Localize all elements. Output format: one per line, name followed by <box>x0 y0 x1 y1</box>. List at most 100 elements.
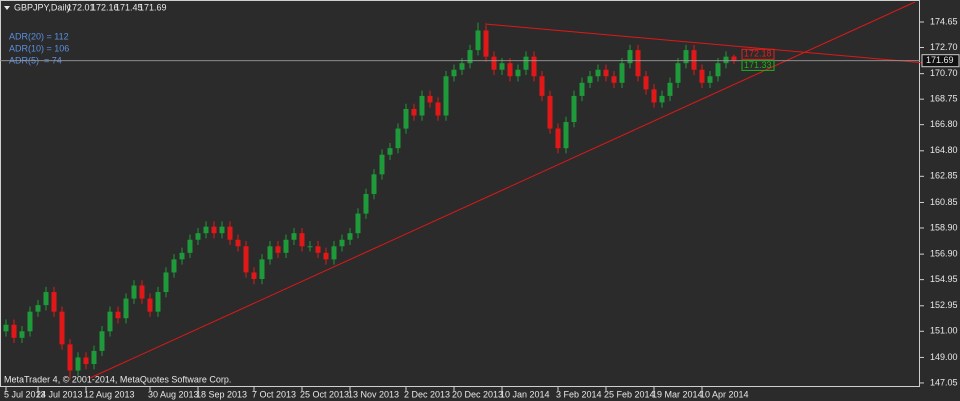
candle-body <box>379 154 385 175</box>
candle-body <box>315 246 321 253</box>
x-tick-label: 20 Dec 2013 <box>452 389 503 399</box>
candle-body <box>635 50 641 77</box>
candle-body <box>11 324 17 338</box>
y-tick-label: 151.00 <box>930 326 958 336</box>
candle-body <box>723 56 729 64</box>
candle-body <box>619 63 625 83</box>
candle-body <box>715 63 721 77</box>
candle-body <box>27 311 33 332</box>
candle-body <box>203 226 209 234</box>
candle-body <box>483 30 489 57</box>
candle-body <box>211 226 217 234</box>
annotation-box <box>741 59 775 71</box>
price-box <box>921 54 960 68</box>
candle-body <box>627 50 633 64</box>
y-tick-label: 162.85 <box>930 171 958 181</box>
candle-body <box>155 292 161 312</box>
candle-body <box>35 305 41 312</box>
candle-body <box>659 95 665 103</box>
candle-body <box>43 292 49 306</box>
candle-body <box>115 311 121 319</box>
menu-arrow[interactable] <box>4 6 10 10</box>
y-tick-label: 166.80 <box>930 119 958 129</box>
candle-body <box>387 148 393 155</box>
candle-body <box>259 259 265 279</box>
candle-body <box>611 76 617 83</box>
candle-body <box>707 76 713 83</box>
candle-body <box>323 252 329 260</box>
y-tick-label: 156.90 <box>930 249 958 259</box>
header-high: 172.16 <box>91 2 119 12</box>
candle-body <box>411 108 417 116</box>
candle-body <box>251 272 257 279</box>
candle-body <box>171 259 177 273</box>
candle-body <box>227 226 233 240</box>
indicator-label: ADR(10) = 106 <box>9 43 69 53</box>
candle-body <box>467 50 473 64</box>
header-open: 172.01 <box>67 2 95 12</box>
candle-body <box>355 213 361 234</box>
y-tick-label: 154.95 <box>930 274 958 284</box>
indicator-label: ADR(20) = 112 <box>9 31 69 41</box>
header-close: 171.69 <box>139 2 167 12</box>
x-tick-label: 24 Jul 2013 <box>36 389 83 399</box>
annotation-label: 171.33 <box>744 60 772 70</box>
x-tick-label: 10 Apr 2014 <box>700 389 749 399</box>
candle-body <box>283 239 289 253</box>
annotation-box <box>741 48 775 60</box>
candle-body <box>275 246 281 253</box>
candle-body <box>699 69 705 83</box>
candle-body <box>555 128 561 149</box>
x-tick-label: 18 Sep 2013 <box>196 389 247 399</box>
x-tick-label: 30 Aug 2013 <box>148 389 199 399</box>
candle-body <box>179 252 185 260</box>
candle-body <box>19 331 25 338</box>
candle-body <box>195 233 201 240</box>
candle-body <box>139 285 145 299</box>
x-tick-label: 2 Dec 2013 <box>404 389 450 399</box>
y-tick-label: 168.75 <box>930 94 958 104</box>
candle-body <box>523 56 529 70</box>
candle-body <box>683 50 689 64</box>
candle-body <box>339 239 345 247</box>
candle-body <box>579 82 585 96</box>
candle-body <box>219 226 225 234</box>
y-tick-label: 164.80 <box>930 145 958 155</box>
candle-body <box>235 239 241 247</box>
candle-body <box>331 246 337 260</box>
candle-body <box>243 246 249 273</box>
y-tick-label: 170.70 <box>930 68 958 78</box>
candle-body <box>307 246 313 248</box>
x-tick-label: 13 Nov 2013 <box>348 389 399 399</box>
candle-body <box>563 122 569 149</box>
candle-body <box>419 95 425 116</box>
x-tick-label: 25 Feb 2014 <box>604 389 655 399</box>
candle-body <box>603 69 609 77</box>
candle-body <box>131 285 137 299</box>
candle-body <box>667 82 673 96</box>
candle-body <box>363 193 369 214</box>
resistance-trendline[interactable] <box>484 23 926 64</box>
x-tick-label: 10 Jan 2014 <box>500 389 550 399</box>
candle-body <box>371 174 377 194</box>
footer: MetaTrader 4, © 2001-2014, MetaQuotes So… <box>4 374 231 384</box>
candle-body <box>435 102 441 116</box>
candle-body <box>267 246 273 260</box>
support-trendline[interactable] <box>89 1 916 379</box>
candle-body <box>395 128 401 149</box>
candle-body <box>539 76 545 96</box>
x-tick-label: 3 Feb 2014 <box>556 389 602 399</box>
candle-body <box>147 298 153 312</box>
y-tick-label: 152.95 <box>930 300 958 310</box>
candle-body <box>299 233 305 247</box>
x-tick-label: 12 Aug 2013 <box>84 389 135 399</box>
y-tick-label: 158.90 <box>930 222 958 232</box>
plot-frame <box>0 0 920 387</box>
candle-body <box>75 357 81 371</box>
x-tick-label: 25 Oct 2013 <box>300 389 349 399</box>
y-tick-label: 160.85 <box>930 197 958 207</box>
candle-body <box>651 89 657 103</box>
y-tick-label: 149.00 <box>930 352 958 362</box>
